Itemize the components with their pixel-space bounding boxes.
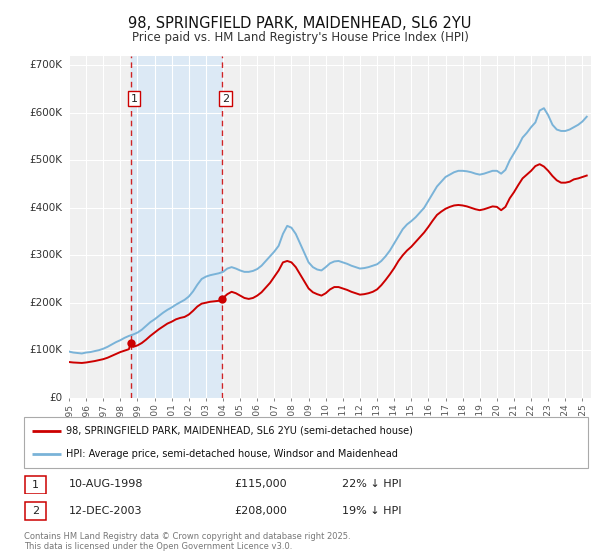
Text: 2: 2	[32, 506, 39, 516]
Text: £0: £0	[50, 393, 63, 403]
Text: 98, SPRINGFIELD PARK, MAIDENHEAD, SL6 2YU: 98, SPRINGFIELD PARK, MAIDENHEAD, SL6 2Y…	[128, 16, 472, 31]
Text: Price paid vs. HM Land Registry's House Price Index (HPI): Price paid vs. HM Land Registry's House …	[131, 31, 469, 44]
Text: £600K: £600K	[30, 108, 63, 118]
Text: £700K: £700K	[30, 60, 63, 71]
Text: 1: 1	[130, 94, 137, 104]
Text: 1: 1	[32, 480, 39, 489]
Text: £100K: £100K	[30, 345, 63, 355]
Text: Contains HM Land Registry data © Crown copyright and database right 2025.
This d: Contains HM Land Registry data © Crown c…	[24, 532, 350, 552]
Text: 12-DEC-2003: 12-DEC-2003	[69, 506, 143, 516]
Text: £115,000: £115,000	[234, 479, 287, 489]
Text: £400K: £400K	[30, 203, 63, 213]
Text: 98, SPRINGFIELD PARK, MAIDENHEAD, SL6 2YU (semi-detached house): 98, SPRINGFIELD PARK, MAIDENHEAD, SL6 2Y…	[66, 426, 413, 436]
Text: 10-AUG-1998: 10-AUG-1998	[69, 479, 143, 489]
Text: £208,000: £208,000	[234, 506, 287, 516]
Text: £300K: £300K	[30, 250, 63, 260]
Text: £500K: £500K	[30, 155, 63, 165]
Text: 22% ↓ HPI: 22% ↓ HPI	[342, 479, 401, 489]
Bar	[131, 56, 222, 398]
Text: 19% ↓ HPI: 19% ↓ HPI	[342, 506, 401, 516]
Text: £200K: £200K	[30, 298, 63, 307]
Text: 2: 2	[221, 94, 229, 104]
Text: HPI: Average price, semi-detached house, Windsor and Maidenhead: HPI: Average price, semi-detached house,…	[66, 449, 398, 459]
